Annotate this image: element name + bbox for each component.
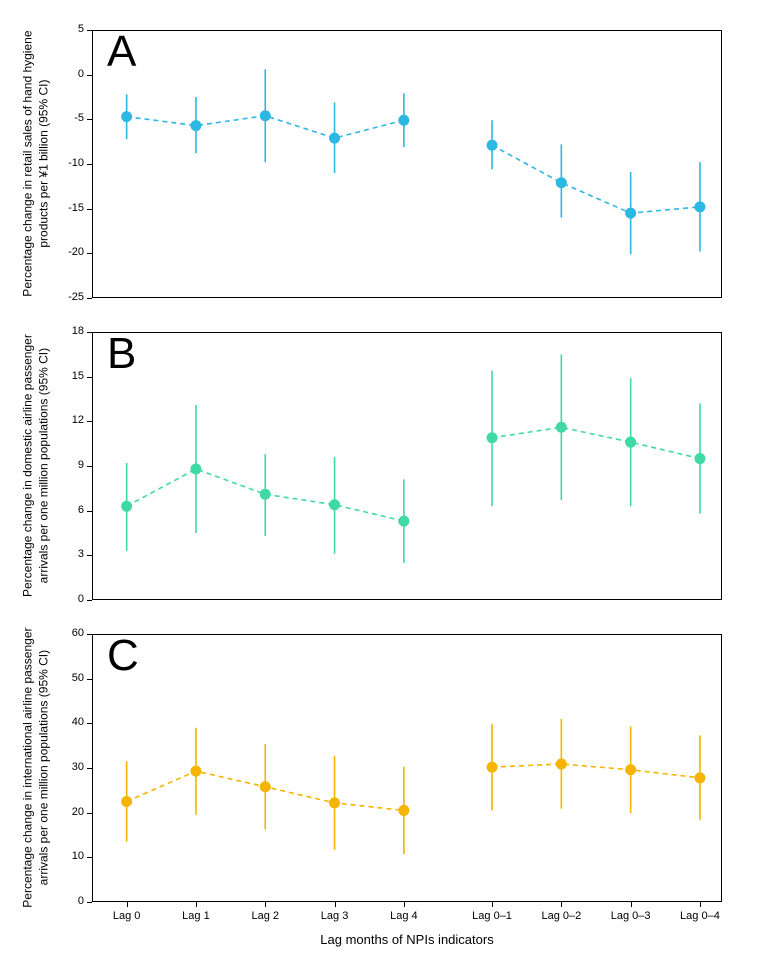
data-marker	[694, 772, 705, 783]
plot-svg-b	[92, 332, 722, 600]
y-tick-label: -10	[54, 157, 84, 169]
x-tick-mark	[561, 902, 562, 907]
y-tick-label: 9	[54, 459, 84, 471]
x-tick-label: Lag 0–2	[541, 910, 581, 922]
y-tick-mark	[87, 298, 92, 299]
data-marker	[329, 797, 340, 808]
x-tick-label: Lag 0	[113, 910, 141, 922]
x-tick-mark	[265, 902, 266, 907]
figure-root: APercentage change in retail sales of ha…	[0, 0, 762, 960]
data-marker	[121, 501, 132, 512]
data-marker	[190, 120, 201, 131]
y-tick-mark	[87, 902, 92, 903]
y-tick-label: 10	[54, 850, 84, 862]
y-tick-label: 12	[54, 414, 84, 426]
x-tick-mark	[404, 902, 405, 907]
y-tick-label: 0	[54, 68, 84, 80]
plot-svg-a	[92, 30, 722, 298]
y-tick-label: -25	[54, 291, 84, 303]
data-marker	[625, 208, 636, 219]
x-tick-label: Lag 0–1	[472, 910, 512, 922]
x-tick-label: Lag 3	[321, 910, 349, 922]
data-marker	[329, 133, 340, 144]
x-tick-mark	[127, 902, 128, 907]
series-line	[492, 427, 700, 458]
y-tick-label: 6	[54, 504, 84, 516]
data-marker	[556, 758, 567, 769]
data-marker	[625, 764, 636, 775]
data-marker	[260, 110, 271, 121]
y-tick-label: -5	[54, 112, 84, 124]
x-tick-mark	[492, 902, 493, 907]
x-tick-mark	[700, 902, 701, 907]
x-tick-mark	[631, 902, 632, 907]
data-marker	[487, 432, 498, 443]
data-marker	[260, 781, 271, 792]
y-tick-mark	[87, 600, 92, 601]
x-tick-label: Lag 4	[390, 910, 418, 922]
y-tick-label: -20	[54, 246, 84, 258]
y-axis-label-b: Percentage change in domestic airline pa…	[20, 316, 51, 616]
y-tick-label: 60	[54, 627, 84, 639]
data-marker	[625, 437, 636, 448]
data-marker	[121, 111, 132, 122]
y-tick-label: 3	[54, 548, 84, 560]
y-tick-label: 0	[54, 593, 84, 605]
y-tick-label: 20	[54, 806, 84, 818]
data-marker	[694, 453, 705, 464]
y-tick-label: 5	[54, 23, 84, 35]
x-axis-label: Lag months of NPIs indicators	[92, 932, 722, 947]
y-tick-label: 30	[54, 761, 84, 773]
y-tick-label: 40	[54, 716, 84, 728]
x-tick-mark	[335, 902, 336, 907]
y-tick-label: 15	[54, 370, 84, 382]
data-marker	[398, 516, 409, 527]
data-marker	[556, 177, 567, 188]
data-marker	[398, 115, 409, 126]
series-line	[492, 764, 700, 778]
x-tick-label: Lag 2	[251, 910, 279, 922]
data-marker	[121, 796, 132, 807]
y-tick-label: 50	[54, 672, 84, 684]
x-tick-label: Lag 0–4	[680, 910, 720, 922]
data-marker	[190, 766, 201, 777]
y-axis-label-a: Percentage change in retail sales of han…	[20, 14, 51, 314]
x-tick-mark	[196, 902, 197, 907]
x-tick-label: Lag 1	[182, 910, 210, 922]
data-marker	[329, 499, 340, 510]
data-marker	[398, 805, 409, 816]
series-line	[492, 145, 700, 213]
data-marker	[260, 489, 271, 500]
data-marker	[487, 762, 498, 773]
data-marker	[487, 140, 498, 151]
y-tick-label: -15	[54, 202, 84, 214]
y-tick-label: 18	[54, 325, 84, 337]
y-axis-label-c: Percentage change in international airli…	[20, 618, 51, 918]
plot-svg-c	[92, 634, 722, 902]
data-marker	[694, 201, 705, 212]
data-marker	[556, 422, 567, 433]
data-marker	[190, 463, 201, 474]
x-tick-label: Lag 0–3	[611, 910, 651, 922]
y-tick-label: 0	[54, 895, 84, 907]
